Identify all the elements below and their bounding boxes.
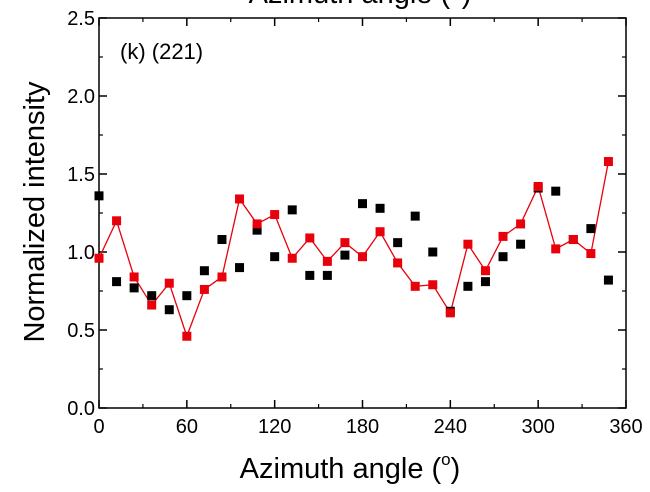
data-point-series-0 — [322, 270, 332, 280]
data-point-series-0 — [252, 225, 262, 235]
data-point-series-1 — [129, 272, 139, 282]
data-point-series-0 — [603, 275, 613, 285]
axis-ticks — [98, 17, 627, 409]
data-point-series-1 — [270, 210, 280, 220]
data-point-series-1 — [445, 308, 455, 318]
data-point-series-1 — [393, 258, 403, 268]
data-point-series-1 — [182, 331, 192, 341]
data-point-series-1 — [358, 252, 367, 262]
axis-tick-labels: 0 60 120 180 240 300 360 0.0 0.5 1.0 1.5 2.0 2.5 — [67, 8, 643, 438]
data-point-series-0 — [586, 224, 596, 234]
y-axis-title: Normalized intensity — [19, 81, 51, 343]
data-point-series-0 — [164, 305, 174, 315]
data-point-series-1 — [305, 233, 315, 243]
data-point-series-1 — [112, 216, 122, 226]
data-point-series-1 — [568, 235, 578, 245]
y-tick-label: 1.0 — [67, 242, 95, 264]
data-point-series-1 — [217, 272, 227, 282]
x-tick-label: 360 — [609, 416, 642, 438]
y-tick-label: 2.0 — [67, 86, 95, 108]
data-point-series-0 — [305, 270, 315, 280]
data-point-series-0 — [235, 263, 245, 273]
x-tick-label: 0 — [93, 416, 104, 438]
data-point-series-1 — [533, 181, 543, 191]
data-point-series-0 — [358, 199, 367, 209]
data-point-series-1 — [322, 256, 332, 266]
x-tick-label: 300 — [521, 416, 554, 438]
x-tick-label: 120 — [258, 416, 291, 438]
data-point-series-0 — [516, 239, 526, 249]
data-point-series-1 — [428, 280, 438, 290]
y-tick-label: 0.5 — [67, 320, 95, 342]
data-point-series-1 — [516, 219, 526, 229]
data-point-series-0 — [129, 283, 139, 293]
x-axis-title-close: ) — [451, 453, 461, 485]
x-axis-title: Azimuth angle (o) — [240, 450, 461, 485]
plot-frame — [98, 17, 627, 409]
data-point-series-1 — [94, 253, 104, 263]
data-point-series-1 — [235, 194, 245, 204]
data-point-series-1 — [199, 284, 209, 294]
data-point-series-1 — [147, 300, 157, 310]
data-point-series-0 — [94, 191, 104, 201]
data-point-series-0 — [182, 291, 192, 301]
data-point-series-0 — [410, 211, 420, 221]
x-axis-title-main: Azimuth angle ( — [240, 453, 442, 485]
x-axis-title-superscript: o — [441, 450, 450, 469]
data-point-series-0 — [428, 247, 438, 257]
data-point-series-0 — [393, 238, 403, 248]
data-point-series-1 — [603, 157, 613, 167]
data-point-series-1 — [340, 238, 350, 248]
data-point-series-0 — [112, 277, 122, 287]
data-point-series-1 — [410, 281, 420, 291]
panel-annotation: (k) (221) — [120, 39, 203, 64]
chart-top-title: Azimuth angle (°) — [249, 0, 472, 10]
data-point-series-1 — [498, 231, 508, 241]
series-lines — [98, 161, 610, 339]
data-point-series-1 — [463, 239, 473, 249]
data-point-series-1 — [480, 266, 490, 276]
series-points — [94, 157, 613, 341]
x-tick-label: 240 — [434, 416, 467, 438]
x-tick-label: 180 — [346, 416, 379, 438]
data-point-series-1 — [164, 278, 174, 288]
series-line-1 — [98, 161, 610, 339]
y-tick-label: 0.0 — [67, 398, 95, 420]
data-point-series-1 — [375, 227, 385, 237]
data-point-series-0 — [217, 235, 227, 245]
data-point-series-0 — [340, 250, 350, 260]
data-point-series-0 — [375, 203, 385, 213]
data-point-series-0 — [147, 291, 157, 301]
data-point-series-0 — [480, 277, 490, 287]
data-point-series-0 — [270, 252, 280, 262]
y-tick-label: 2.5 — [67, 8, 95, 30]
data-point-series-0 — [498, 252, 508, 262]
data-point-series-1 — [252, 219, 262, 229]
data-point-series-1 — [551, 244, 561, 254]
data-point-series-0 — [551, 186, 561, 196]
y-tick-label: 1.5 — [67, 164, 95, 186]
data-point-series-1 — [586, 249, 596, 259]
data-point-series-0 — [199, 266, 209, 276]
data-point-series-0 — [287, 205, 297, 215]
data-point-series-1 — [287, 253, 297, 263]
x-tick-label: 60 — [176, 416, 198, 438]
data-point-series-0 — [463, 281, 473, 291]
